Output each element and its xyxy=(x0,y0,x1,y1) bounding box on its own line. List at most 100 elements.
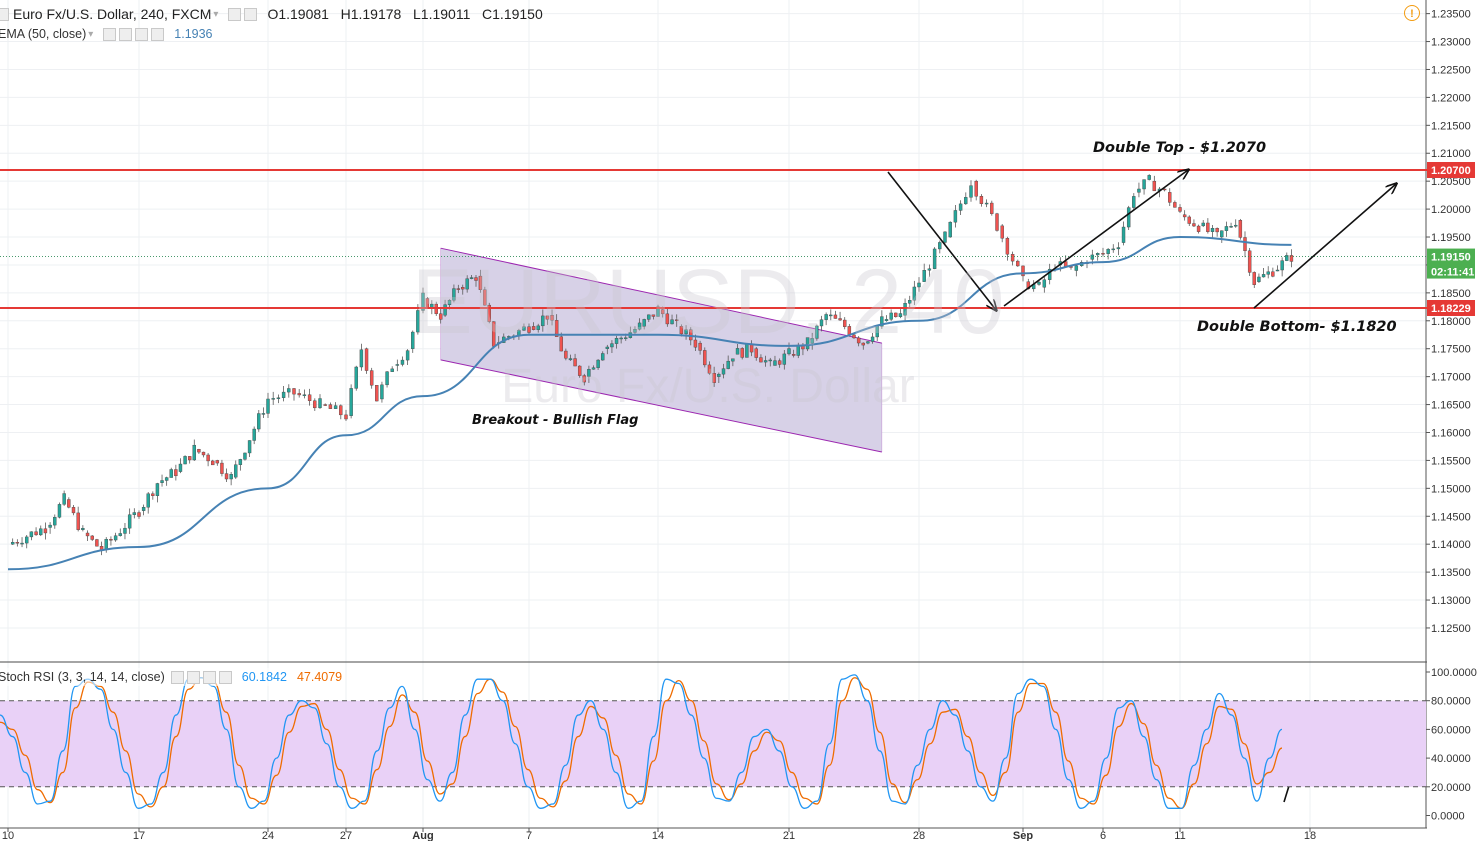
candle-body xyxy=(932,248,937,269)
candle xyxy=(411,330,415,353)
warning-icon[interactable]: ! xyxy=(1404,5,1420,21)
ema-line xyxy=(7,236,1292,571)
price-tick-label: 1.17000 xyxy=(1431,372,1471,384)
candle-body xyxy=(169,469,173,478)
level-price-tag[interactable] xyxy=(1427,162,1475,178)
candle xyxy=(1111,244,1115,253)
countdown-label: 02:11:41 xyxy=(1431,267,1474,279)
candle xyxy=(1275,265,1280,272)
candle xyxy=(717,372,721,383)
eye-icon[interactable] xyxy=(103,27,117,41)
last-price-tag[interactable] xyxy=(1427,248,1475,279)
candle-body xyxy=(1192,223,1196,227)
candle-body xyxy=(380,384,384,400)
candle-body xyxy=(1173,202,1177,208)
candle xyxy=(81,525,85,532)
time-axis[interactable]: 10 17 24 27 Aug 7 14 21 28 Sep 6 11 18 xyxy=(2,828,1316,841)
candle-body xyxy=(684,329,688,335)
double-top-label: Double Top - $1.2070 xyxy=(1093,140,1266,156)
time-tick-label: 11 xyxy=(1174,830,1185,841)
eye-icon[interactable] xyxy=(228,7,242,21)
symbol-title[interactable]: Euro Fx/U.S. Dollar, 240, FXCM xyxy=(13,6,212,22)
candle-body xyxy=(266,398,270,414)
candle-body xyxy=(1137,188,1141,193)
candle xyxy=(1106,248,1110,260)
candle xyxy=(969,180,973,202)
add-icon[interactable] xyxy=(135,27,149,41)
level-price-tag[interactable] xyxy=(1427,300,1475,316)
candle xyxy=(229,471,233,486)
candle xyxy=(1047,263,1052,285)
settings-icon[interactable] xyxy=(119,27,133,41)
chevron-down-icon[interactable]: ▾ xyxy=(213,8,219,20)
candle xyxy=(137,510,141,519)
close-icon[interactable] xyxy=(218,670,232,684)
candle-body xyxy=(123,527,127,534)
candle xyxy=(596,359,600,370)
candle xyxy=(833,310,838,319)
stoch-label[interactable]: Stoch RSI (3, 3, 14, 14, close) xyxy=(0,670,165,684)
price-tick-label: 1.21000 xyxy=(1431,148,1471,160)
candle xyxy=(815,324,819,341)
candle xyxy=(754,347,758,361)
stoch-k-value: 60.1842 xyxy=(241,670,287,684)
candle-body xyxy=(146,493,150,508)
candle-body xyxy=(861,342,865,346)
candle-body xyxy=(15,542,20,544)
candle-body xyxy=(469,277,474,279)
settings-icon[interactable] xyxy=(186,670,200,684)
candle-body xyxy=(201,451,206,456)
candle-body xyxy=(698,342,702,351)
price-axis[interactable]: 1.12500 1.13000 1.13500 1.14000 1.14500 1.150… xyxy=(1426,0,1478,841)
candle xyxy=(1126,205,1131,231)
stoch-rsi-panel[interactable] xyxy=(0,674,1426,809)
candle-body xyxy=(1152,180,1157,192)
candle xyxy=(67,497,71,509)
candle xyxy=(1285,252,1289,262)
settings-icon[interactable] xyxy=(244,7,258,21)
close-icon[interactable] xyxy=(151,27,165,41)
candle-body xyxy=(224,473,229,480)
candle xyxy=(359,343,364,371)
stoch-tick-label: 20.0000 xyxy=(1431,782,1471,794)
candle-body xyxy=(735,348,740,355)
candle-body xyxy=(898,313,903,318)
candle-body xyxy=(90,535,94,540)
candle-body xyxy=(573,358,577,367)
candle-body xyxy=(545,315,550,320)
candle-body xyxy=(375,385,379,402)
candle-body xyxy=(1178,207,1182,212)
level-price-tag-label: 1.20700 xyxy=(1431,165,1471,177)
stoch-tick-label: 0.0000 xyxy=(1431,811,1465,823)
candle-body xyxy=(522,326,526,331)
candle-body xyxy=(1126,207,1131,228)
candle-body xyxy=(1238,220,1243,238)
horizontal-levels[interactable] xyxy=(0,169,1478,309)
candle-body xyxy=(568,358,573,361)
candle xyxy=(527,323,531,336)
candle xyxy=(917,277,921,292)
ema-label[interactable]: EMA (50, close) xyxy=(0,27,87,41)
candle xyxy=(164,476,169,486)
candle-body xyxy=(884,319,889,321)
candle-body xyxy=(1206,222,1210,232)
add-icon[interactable] xyxy=(202,670,216,684)
candle xyxy=(183,455,187,465)
eye-icon[interactable] xyxy=(170,670,184,684)
candle-body xyxy=(773,360,777,366)
candle-body xyxy=(281,391,286,398)
candle xyxy=(964,192,968,205)
candle xyxy=(1206,218,1210,234)
candle-body xyxy=(465,278,469,290)
candle-body xyxy=(964,197,968,205)
candle xyxy=(211,459,215,466)
candle-body xyxy=(238,459,243,465)
candle xyxy=(1178,204,1182,214)
chevron-down-icon[interactable]: ▾ xyxy=(88,28,94,40)
candle-body xyxy=(257,413,261,430)
candle-body xyxy=(541,315,545,327)
collapse-icon[interactable] xyxy=(0,7,9,21)
candle xyxy=(665,308,670,327)
